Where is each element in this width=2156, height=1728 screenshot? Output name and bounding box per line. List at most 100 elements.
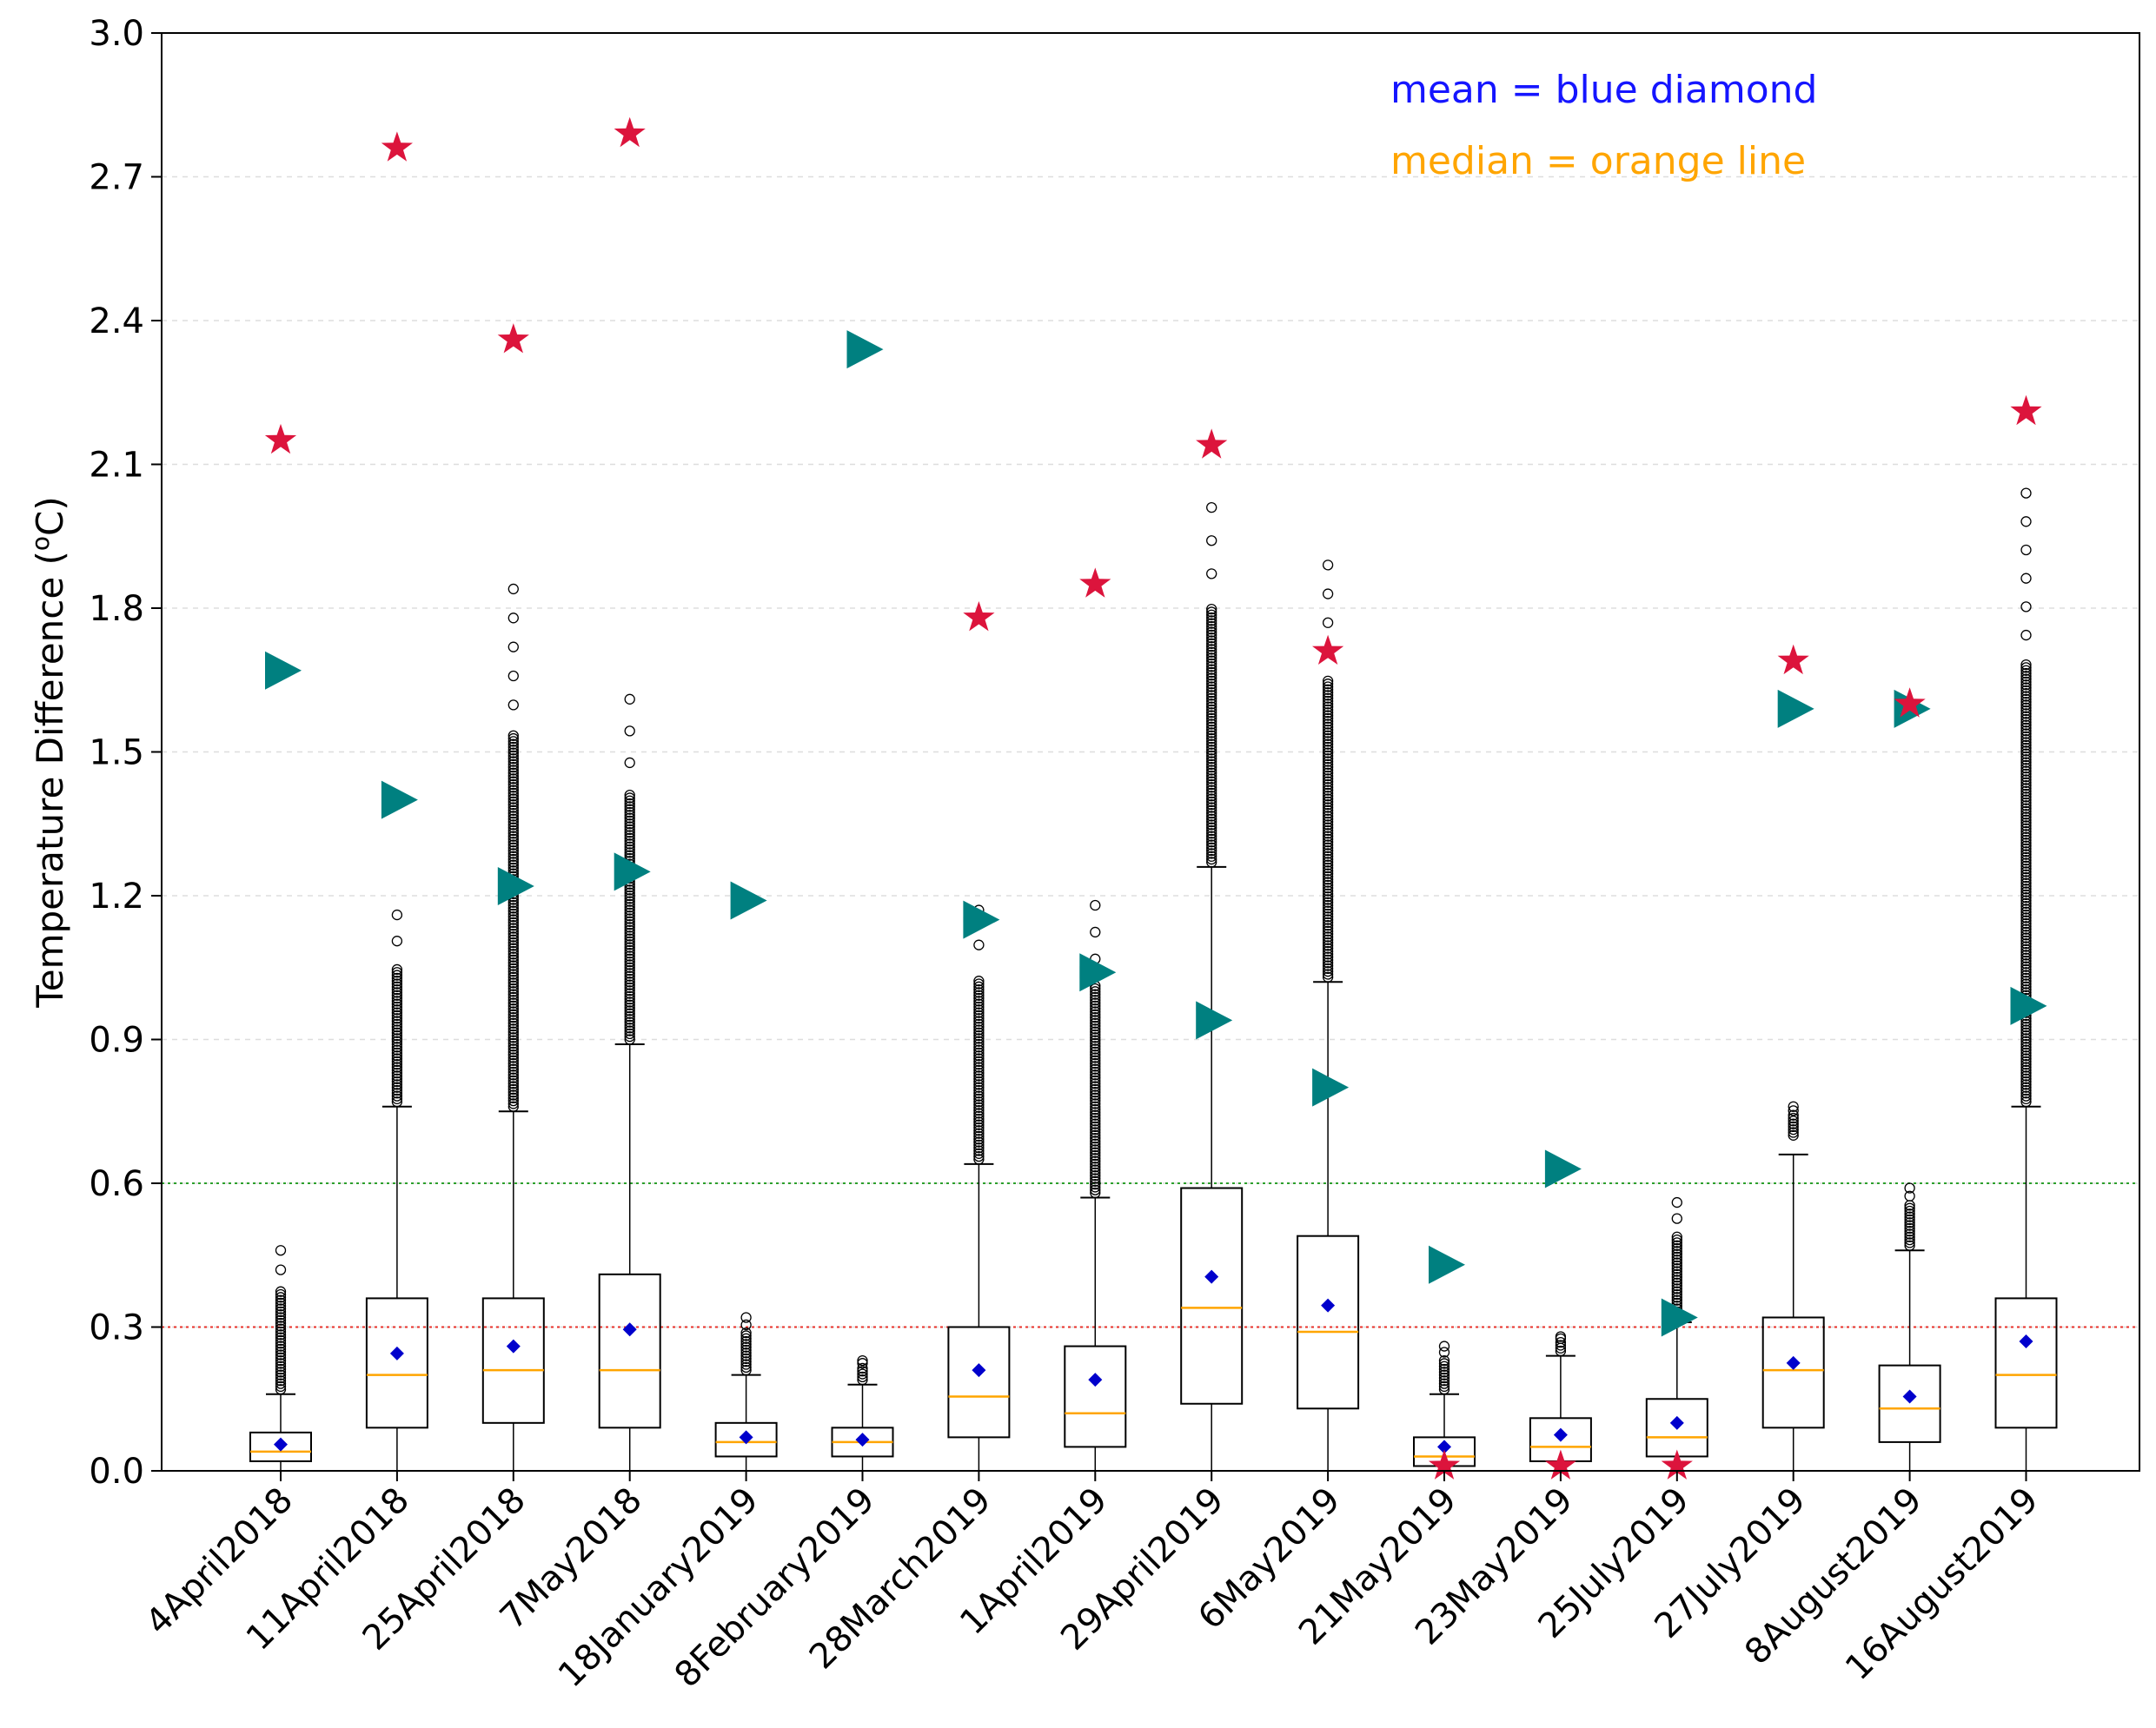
outlier-point [2020, 814, 2032, 825]
outlier-point [1206, 848, 1217, 859]
outlier-point [1904, 1237, 1915, 1248]
outlier-point [2020, 871, 2032, 884]
box-iqr [1994, 1297, 2058, 1429]
outlier-point [507, 1009, 519, 1020]
outlier-point [507, 1052, 519, 1063]
outlier-point [1438, 1361, 1450, 1372]
outlier-point [2020, 659, 2032, 671]
outlier-point [1090, 1089, 1101, 1101]
outlier-point [2020, 869, 2032, 880]
outlier-point [2020, 629, 2032, 641]
outlier-point [973, 990, 985, 1001]
outlier-point [391, 1007, 403, 1018]
outlier-point [275, 1317, 287, 1329]
outlier-point [391, 990, 403, 1001]
outlier-point [2020, 717, 2032, 728]
outlier-point [1322, 851, 1334, 862]
outlier-point [507, 908, 519, 920]
outlier-point [1788, 1109, 1799, 1121]
outlier-point [391, 1013, 403, 1024]
outlier-point [275, 1343, 287, 1355]
outlier-point [507, 1095, 519, 1107]
outlier-point [1322, 724, 1334, 736]
outlier-point [1090, 1129, 1101, 1141]
outlier-point [507, 831, 519, 842]
outlier-point [973, 1108, 985, 1119]
outlier-point [1090, 1095, 1101, 1107]
outlier-point [973, 1059, 985, 1070]
outlier-point [624, 824, 635, 836]
outlier-point [275, 1286, 287, 1297]
outlier-point [1090, 1147, 1101, 1158]
outlier-point [1322, 874, 1334, 885]
outlier-point [1090, 1087, 1101, 1098]
outlier-point [624, 933, 635, 944]
mean-diamond [274, 1437, 288, 1452]
outlier-point [1671, 1255, 1682, 1266]
outlier-point [1322, 853, 1334, 865]
outlier-point [507, 799, 519, 811]
outlier-point [1904, 1190, 1915, 1202]
outlier-point [973, 1099, 985, 1110]
outlier-point [1322, 770, 1334, 782]
outlier-point [507, 991, 519, 1003]
outlier-point [507, 1026, 519, 1037]
outlier-point [1090, 1170, 1101, 1182]
outlier-point [1322, 732, 1334, 745]
outliers [2020, 487, 2032, 1108]
box-7May2018 [598, 693, 661, 1471]
outlier-point [1090, 1035, 1101, 1046]
x-tick-label: 18January2019 [551, 1480, 766, 1696]
outlier-point [1322, 908, 1334, 920]
outlier-point [507, 971, 519, 983]
star-marker [1661, 1449, 1693, 1480]
outlier-point [1090, 989, 1101, 1000]
triangle-marker [1312, 1068, 1350, 1107]
outlier-point [2020, 976, 2032, 987]
outlier-point [624, 1019, 635, 1031]
outlier-point [1090, 1015, 1101, 1026]
outlier-point [1090, 1103, 1101, 1116]
outliers [1555, 1331, 1567, 1357]
outlier-point [1090, 1017, 1101, 1029]
box-iqr [249, 1431, 312, 1462]
outlier-point [1206, 666, 1217, 679]
outlier-point [1671, 1248, 1682, 1260]
outlier-point [1904, 1205, 1915, 1217]
box-iqr [1761, 1316, 1825, 1429]
outlier-point [1206, 652, 1217, 664]
outlier-point [2020, 693, 2032, 705]
outlier-point [2020, 938, 2032, 950]
outliers [275, 1245, 287, 1395]
outlier-point [1322, 839, 1334, 851]
star-marker [614, 116, 646, 148]
outlier-point [507, 903, 519, 914]
star-marker [963, 601, 995, 632]
outlier-point [2020, 897, 2032, 909]
outlier-point [507, 828, 519, 839]
outlier-point [2020, 1033, 2032, 1044]
outlier-point [275, 1297, 287, 1309]
triangle-marker [1429, 1245, 1465, 1284]
outlier-point [1322, 799, 1334, 811]
outlier-point [2020, 943, 2032, 955]
outlier-point [2020, 926, 2032, 938]
outlier-point [973, 1010, 985, 1022]
outlier-point [1090, 1112, 1101, 1124]
outlier-point [624, 884, 635, 896]
outlier-point [1090, 1167, 1101, 1179]
outlier-point [1904, 1226, 1915, 1237]
outlier-point [1322, 871, 1334, 883]
outlier-point [2020, 768, 2032, 780]
mean-diamond [1669, 1415, 1684, 1430]
outlier-point [2020, 1084, 2032, 1096]
outlier-point [391, 1059, 403, 1070]
outlier-point [1788, 1101, 1799, 1112]
outlier-point [1322, 899, 1334, 911]
outlier-point [1090, 1135, 1101, 1147]
outlier-point [2020, 811, 2032, 823]
outlier-point [1322, 949, 1334, 960]
outliers [1206, 502, 1217, 868]
outlier-point [973, 1082, 985, 1093]
outlier-point [624, 806, 635, 818]
